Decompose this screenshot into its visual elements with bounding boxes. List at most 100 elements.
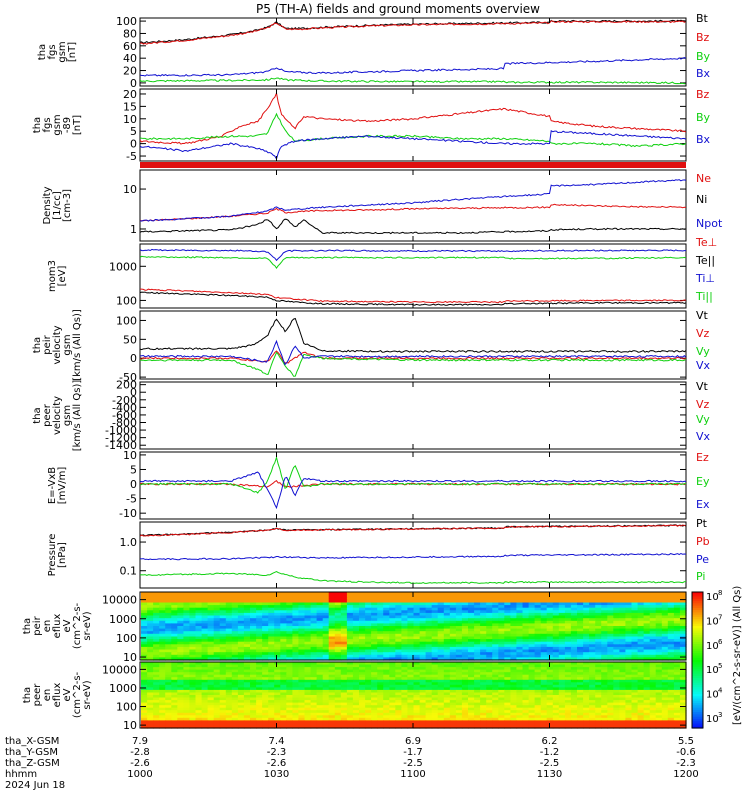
heatmap-cell xyxy=(334,684,342,688)
heatmap-cell xyxy=(437,669,445,673)
heatmap-cell xyxy=(419,639,427,643)
heatmap-cell xyxy=(243,610,251,614)
heatmap-cell xyxy=(673,717,681,721)
heatmap-cell xyxy=(310,646,318,651)
heatmap-cell xyxy=(498,720,505,724)
heatmap-cell xyxy=(601,623,608,627)
heatmap-cell xyxy=(407,623,415,627)
heatmap-cell xyxy=(304,662,312,666)
heatmap-cell xyxy=(461,672,469,676)
heatmap-cell xyxy=(298,672,306,676)
heatmap-cell xyxy=(371,636,378,640)
heatmap-cell xyxy=(389,610,396,614)
heatmap-cell xyxy=(316,705,324,709)
heatmap-cell xyxy=(322,702,330,706)
heatmap-cell xyxy=(389,710,396,714)
heatmap-cell xyxy=(661,710,669,714)
heatmap-cell xyxy=(522,628,530,632)
heatmap-cell xyxy=(413,672,421,676)
heatmap-cell xyxy=(286,692,293,696)
heatmap-cell xyxy=(316,641,324,645)
heatmap-cell xyxy=(286,687,293,691)
heatmap-cell xyxy=(474,639,481,643)
heatmap-cell xyxy=(425,636,433,640)
heatmap-cell xyxy=(583,623,590,627)
heatmap-cell xyxy=(237,710,245,714)
heatmap-cell xyxy=(534,725,542,729)
heatmap-cell xyxy=(486,682,493,686)
heatmap-cell xyxy=(528,702,536,706)
heatmap-cell xyxy=(413,641,421,645)
series-line-blue xyxy=(140,471,686,510)
heatmap-cell xyxy=(425,599,433,603)
heatmap-cell xyxy=(189,636,197,640)
heatmap-cell xyxy=(631,710,639,714)
heatmap-cell xyxy=(183,612,191,617)
heatmap-cell xyxy=(177,672,184,676)
heatmap-cell xyxy=(546,667,554,671)
heatmap-cell xyxy=(607,649,614,653)
heatmap-cell xyxy=(286,715,293,719)
heatmap-cell xyxy=(171,697,178,701)
heatmap-cell xyxy=(625,682,633,686)
heatmap-cell xyxy=(165,697,172,701)
heatmap-cell xyxy=(510,631,518,635)
heatmap-cell xyxy=(286,657,293,661)
heatmap-cell xyxy=(371,674,378,678)
heatmap-cell xyxy=(546,692,554,696)
heatmap-cell xyxy=(468,607,475,611)
heatmap-cell xyxy=(655,717,663,721)
heatmap-cell xyxy=(141,692,148,696)
heatmap-cell xyxy=(298,615,306,619)
heatmap-cell xyxy=(643,620,651,624)
heatmap-cell xyxy=(147,597,154,601)
heatmap-cell xyxy=(165,674,172,678)
heatmap-cell xyxy=(359,679,366,683)
heatmap-cell xyxy=(316,717,324,721)
heatmap-cell xyxy=(546,674,554,678)
heatmap-cell xyxy=(570,597,578,601)
heatmap-cell xyxy=(280,705,287,709)
heatmap-cell xyxy=(564,639,572,643)
heatmap-cell xyxy=(207,717,215,721)
heatmap-cell xyxy=(431,715,439,719)
heatmap-cell xyxy=(468,599,475,603)
heatmap-cell xyxy=(401,695,409,699)
heatmap-cell xyxy=(298,636,306,640)
heatmap-cell xyxy=(310,697,318,701)
heatmap-cell xyxy=(570,610,578,614)
heatmap-cell xyxy=(486,717,493,721)
heatmap-cell xyxy=(425,679,433,683)
heatmap-cell xyxy=(268,610,275,614)
heatmap-cell xyxy=(504,679,511,683)
heatmap-cell xyxy=(407,684,415,688)
heatmap-cell xyxy=(425,712,433,716)
heatmap-cell xyxy=(637,722,645,726)
heatmap-cell xyxy=(256,602,263,606)
heatmap-cell xyxy=(334,700,342,704)
heatmap-cell xyxy=(292,631,300,635)
heatmap-cell xyxy=(661,620,669,624)
heatmap-cell xyxy=(419,662,427,666)
heatmap-cell xyxy=(504,657,511,661)
heatmap-cell xyxy=(474,654,481,658)
heatmap-cell xyxy=(558,687,566,691)
heatmap-cell xyxy=(213,610,221,614)
heatmap-cell xyxy=(365,687,372,691)
heatmap-cell xyxy=(504,612,511,617)
heatmap-cell xyxy=(359,712,366,716)
heatmap-cell xyxy=(292,697,300,701)
heatmap-cell xyxy=(189,594,197,598)
heatmap-cell xyxy=(486,684,493,688)
heatmap-cell xyxy=(165,722,172,726)
heatmap-cell xyxy=(189,700,197,704)
heatmap-cell xyxy=(322,605,330,609)
heatmap-cell xyxy=(504,712,511,716)
heatmap-cell xyxy=(359,717,366,721)
heatmap-cell xyxy=(183,715,191,719)
heatmap-cell xyxy=(365,657,372,661)
heatmap-cell xyxy=(613,597,620,601)
heatmap-cell xyxy=(679,717,687,721)
heatmap-cell xyxy=(625,717,633,721)
heatmap-cell xyxy=(298,626,306,630)
